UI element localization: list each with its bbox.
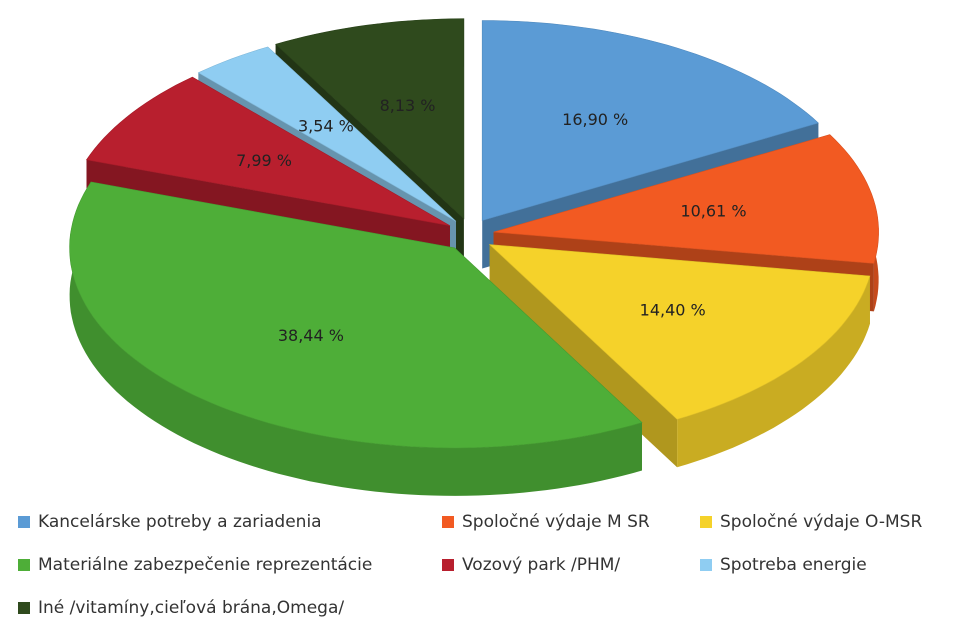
legend-swatch [442,559,454,571]
legend-label: Spoločné výdaje O-MSR [720,512,922,532]
slice [197,46,457,222]
slice-side [69,182,643,496]
slice-label: 16,90 % [562,110,628,129]
legend-swatch [18,559,30,571]
legend-label: Iné /vitamíny,cieľová brána,Omega/ [38,598,344,618]
legend-swatch [442,516,454,528]
slice-label: 3,54 % [298,117,354,136]
legend-swatch [700,516,712,528]
legend-swatch [18,516,30,528]
legend-label: Materiálne zabezpečenie reprezentácie [38,555,372,575]
slice-label: 38,44 % [278,326,344,345]
legend-label: Spotreba energie [720,555,867,575]
slice [493,134,879,264]
slice-label: 10,61 % [680,201,746,220]
slice [275,18,465,220]
legend-label: Kancelárske potreby a zariadenia [38,512,322,532]
slice-side [677,276,870,468]
slice-label: 14,40 % [640,301,706,320]
slice [69,181,643,449]
slice [85,76,451,226]
slice-label: 7,99 % [236,151,292,170]
slice-label: 8,13 % [380,96,436,115]
legend-label: Vozový park /PHM/ [462,555,620,575]
slice-labels: 16,90 % 10,61 % 14,40 % 38,44 % 7,99 % 3,54 %… [236,96,746,345]
slice [488,244,871,420]
legend-label: Spoločné výdaje M SR [462,512,650,532]
slice-tops [69,18,879,449]
legend: Kancelárske potreby a zariadenia Spoločné… [18,512,922,618]
legend-swatch [18,602,30,614]
legend-swatch [700,559,712,571]
slice [481,20,819,221]
